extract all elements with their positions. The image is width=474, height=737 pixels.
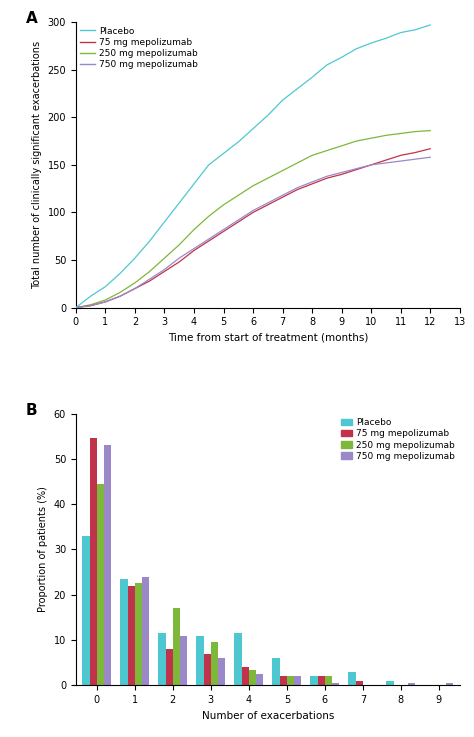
Legend: Placebo, 75 mg mepolizumab, 250 mg mepolizumab, 750 mg mepolizumab: Placebo, 75 mg mepolizumab, 250 mg mepol… [81,27,198,69]
X-axis label: Time from start of treatment (months): Time from start of treatment (months) [168,333,368,343]
Bar [196,635,203,685]
Bar [158,633,165,685]
Bar [356,681,363,685]
Bar [294,677,301,685]
Bar [135,584,142,685]
Bar [256,674,263,685]
Bar [332,683,339,685]
Bar [310,677,318,685]
Bar [104,445,111,685]
Bar [82,536,90,685]
Bar [90,439,97,685]
Bar [142,576,149,685]
Bar [408,683,415,685]
Bar [120,579,128,685]
Bar [203,654,211,685]
Bar [180,635,187,685]
Bar [325,677,332,685]
Bar [242,667,249,685]
Legend: Placebo, 75 mg mepolizumab, 250 mg mepolizumab, 750 mg mepolizumab: Placebo, 75 mg mepolizumab, 250 mg mepol… [341,418,455,461]
Bar [249,669,256,685]
Bar [211,643,218,685]
Bar [234,633,242,685]
Bar [280,677,287,685]
Bar [348,672,356,685]
Text: B: B [26,402,37,418]
Bar [446,683,453,685]
Bar [386,681,393,685]
Bar [273,658,280,685]
Bar [97,483,104,685]
Bar [218,658,225,685]
Bar [287,677,294,685]
Bar [318,677,325,685]
X-axis label: Number of exacerbations: Number of exacerbations [201,710,334,721]
Text: A: A [26,11,37,26]
Y-axis label: Proportion of patients (%): Proportion of patients (%) [38,486,48,612]
Bar [128,586,135,685]
Bar [165,649,173,685]
Bar [173,608,180,685]
Y-axis label: Total number of clinically significant exacerbations: Total number of clinically significant e… [32,41,42,289]
